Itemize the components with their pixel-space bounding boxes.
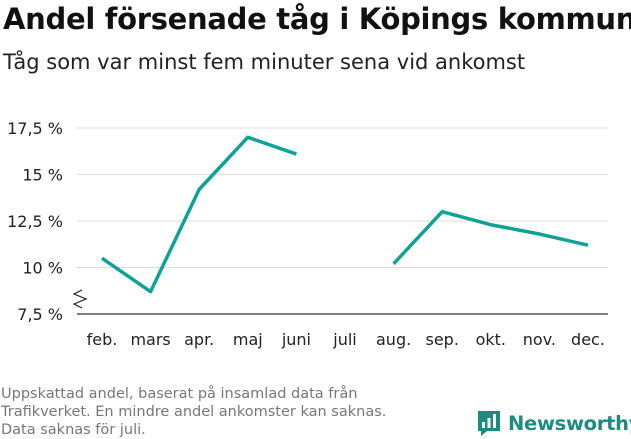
footnote-line-2: Trafikverket. En mindre andel ankomster … bbox=[1, 404, 387, 420]
y-tick-label: 12,5 % bbox=[7, 212, 63, 231]
newsworthy-logo: Newsworthy bbox=[476, 408, 631, 438]
newsworthy-chart-logo-icon bbox=[478, 411, 500, 436]
x-tick-label: juli bbox=[332, 330, 356, 349]
x-tick-label: juni bbox=[281, 330, 311, 349]
footnote: Uppskattad andel, baserat på insamlad da… bbox=[1, 385, 441, 439]
line-chart: 7,5 % 10 % 12,5 % 15 % 17,5 % feb. mars apr. maj… bbox=[7, 119, 608, 349]
x-tick-label: maj bbox=[233, 330, 263, 349]
x-tick-label: nov. bbox=[523, 330, 556, 349]
x-tick-label: sep. bbox=[425, 330, 458, 349]
footnote-line-1: Uppskattad andel, baserat på insamlad da… bbox=[1, 386, 358, 402]
y-tick-label: 7,5 % bbox=[17, 305, 63, 324]
y-tick-label: 17,5 % bbox=[7, 119, 63, 138]
x-tick-label: feb. bbox=[87, 330, 118, 349]
x-tick-label: dec. bbox=[571, 330, 605, 349]
footnote-line-3: Data saknas för juli. bbox=[1, 422, 146, 438]
x-tick-label: okt. bbox=[476, 330, 506, 349]
x-tick-label: apr. bbox=[184, 330, 214, 349]
axis-break-symbol bbox=[72, 289, 88, 309]
series-line-segment bbox=[392, 209, 589, 265]
y-tick-label: 10 % bbox=[22, 259, 63, 278]
y-tick-label: 15 % bbox=[22, 166, 63, 185]
logo-text: Newsworthy bbox=[508, 411, 631, 435]
x-tick-label: aug. bbox=[376, 330, 411, 349]
series-line-segment bbox=[101, 135, 297, 294]
chart-subtitle: Tåg som var minst fem minuter sena vid a… bbox=[3, 50, 526, 74]
chart-title: Andel försenade tåg i Köpings kommun bbox=[3, 2, 631, 36]
x-tick-label: mars bbox=[130, 330, 170, 349]
